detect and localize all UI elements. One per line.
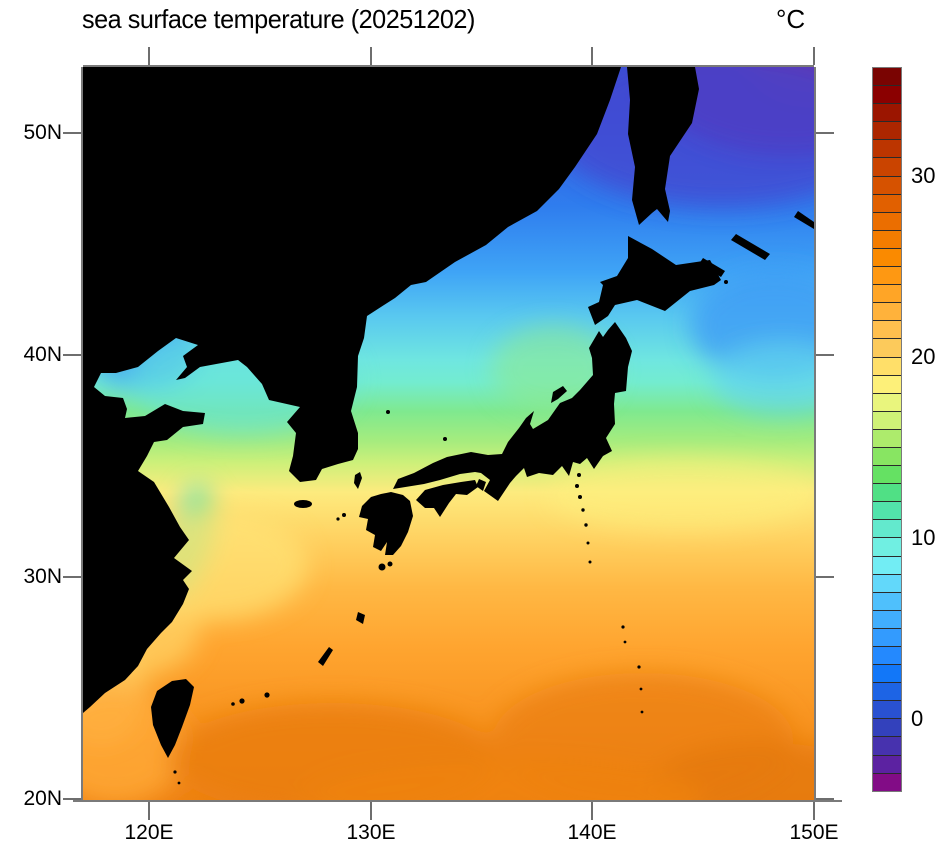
colorbar-segment — [873, 285, 901, 304]
colorbar-segment — [873, 665, 901, 684]
map-frame-right — [814, 67, 816, 800]
tick-right-20n — [816, 798, 834, 800]
land-taiwan — [151, 679, 194, 758]
land-honshu — [393, 322, 632, 501]
tick-bottom-130e — [370, 802, 372, 820]
lon-label-150e: 150E — [789, 821, 839, 844]
colorbar-segment — [873, 719, 901, 738]
colorbar-segment — [873, 230, 901, 249]
tick-left-20n — [63, 798, 81, 800]
colorbar-segment — [873, 574, 901, 593]
land-layer — [83, 67, 814, 785]
map-frame-bottom — [73, 800, 842, 802]
tick-top-120e — [148, 47, 150, 65]
colorbar-segment — [873, 176, 901, 195]
tick-left-30n — [63, 576, 81, 578]
land-hokkaido — [588, 236, 721, 325]
colorbar-segment — [873, 104, 901, 123]
colorbar-segment — [873, 755, 901, 774]
colorbar-segment — [873, 248, 901, 268]
map-frame-top — [83, 65, 814, 67]
colorbar-segment — [873, 267, 901, 286]
land-oki-island — [443, 437, 447, 441]
lon-label-130e: 130E — [346, 821, 396, 844]
land-sakhalin — [627, 67, 699, 225]
map-frame-left — [81, 67, 83, 800]
colorbar-segment — [873, 140, 901, 159]
lat-label-50n: 50N — [23, 121, 62, 144]
colorbar-segment — [873, 447, 901, 467]
colorbar-segment — [873, 429, 901, 448]
colorbar-segment — [873, 212, 901, 231]
colorbar-segment — [873, 375, 901, 394]
land-kunashir-island — [699, 258, 725, 277]
land-ulleungdo-island — [386, 410, 390, 414]
colorbar-segment — [873, 122, 901, 141]
page-title: sea surface temperature (20251202) — [82, 4, 475, 34]
colorbar-label-20: 20 — [911, 344, 936, 369]
colorbar-segment — [873, 357, 901, 376]
colorbar-segment — [873, 592, 901, 611]
colorbar-segment — [873, 484, 901, 503]
colorbar-segment — [873, 538, 901, 557]
tick-right-50n — [816, 132, 834, 134]
tick-bottom-120e — [148, 802, 150, 820]
colorbar-segment — [873, 321, 901, 340]
colorbar-segment — [873, 158, 901, 177]
tick-bottom-140e — [591, 802, 593, 820]
colorbar-segment — [873, 737, 901, 756]
colorbar-segment — [873, 683, 901, 702]
colorbar-segment — [873, 339, 901, 358]
sst-map-canvas — [83, 67, 814, 800]
colorbar-segment — [873, 647, 901, 666]
colorbar-segment — [873, 773, 901, 791]
land-kyushu — [359, 492, 413, 555]
units-label: °C — [776, 4, 806, 34]
lon-label-120e: 120E — [124, 821, 174, 844]
lon-label-140e: 140E — [567, 821, 617, 844]
colorbar-segments — [872, 67, 902, 792]
tick-left-40n — [63, 354, 81, 356]
land-sado-island — [551, 386, 567, 403]
tick-right-30n — [816, 576, 834, 578]
colorbar-segment — [873, 194, 901, 213]
colorbar-label-30: 30 — [911, 163, 936, 188]
land-tsushima-island — [354, 472, 362, 489]
land-izu-bonin-islands — [575, 473, 644, 714]
colorbar-segment — [873, 466, 901, 485]
colorbar-label-0: 0 — [911, 706, 924, 731]
land-awaji-island — [476, 479, 486, 491]
colorbar-segment — [873, 68, 901, 87]
colorbar-segment — [873, 86, 901, 105]
lat-label-40n: 40N — [23, 343, 62, 366]
colorbar-segment — [873, 502, 901, 521]
lat-label-30n: 30N — [23, 565, 62, 588]
colorbar-segment — [873, 520, 901, 539]
land-iturup-island — [731, 234, 770, 260]
land-urup-island — [794, 211, 814, 229]
tick-right-40n — [816, 354, 834, 356]
land-shikotan-island — [724, 280, 728, 284]
colorbar-segment — [873, 393, 901, 412]
land-jeju-island — [294, 500, 312, 508]
colorbar-segment — [873, 556, 901, 575]
tick-bottom-150e — [813, 802, 815, 820]
land-ryukyu-islands — [173, 513, 393, 785]
tick-top-130e — [370, 47, 372, 65]
land-mainland-asia-korea — [83, 67, 621, 713]
tick-top-140e — [591, 47, 593, 65]
colorbar-label-10: 10 — [911, 525, 936, 550]
land-shikoku — [416, 480, 478, 517]
colorbar-segment — [873, 610, 901, 629]
tick-left-50n — [63, 132, 81, 134]
lat-label-20n: 20N — [23, 787, 62, 810]
colorbar-segment — [873, 701, 901, 720]
colorbar-segment — [873, 628, 901, 647]
tick-top-150e — [813, 47, 815, 65]
colorbar-segment — [873, 303, 901, 322]
colorbar-segment — [873, 411, 901, 430]
